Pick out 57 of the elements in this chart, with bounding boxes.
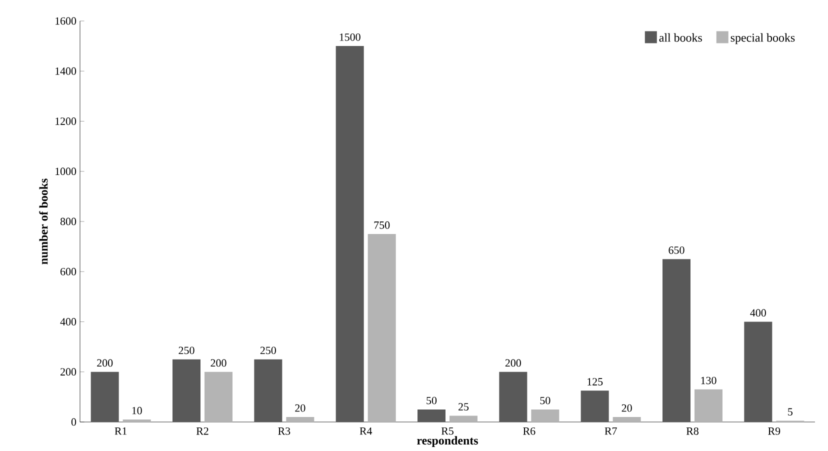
y-tick-label: 1200 [56,118,76,125]
data-label: 200 [210,359,226,367]
data-label: 400 [750,309,766,317]
data-label: 20 [622,404,632,412]
x-axis-title: respondents [417,436,478,448]
y-tick-label: 800 [60,218,76,226]
bar [694,389,722,422]
x-tick-label: R3 [278,427,290,435]
x-tick-label: R6 [523,427,536,435]
x-tick-label: R2 [196,427,208,435]
data-label: 200 [97,359,113,367]
data-label: 5 [788,408,792,416]
bar [90,372,119,422]
bar [662,259,690,422]
x-tick-label: R1 [114,427,127,435]
bar [499,372,528,422]
y-tick-label: 1400 [56,67,76,75]
bar [450,416,478,422]
data-label: 25 [458,403,469,411]
bar [254,359,282,422]
y-tick-label: 1600 [56,17,76,25]
bar [531,409,560,422]
data-label: 20 [295,404,306,412]
y-tick-label: 400 [60,318,76,326]
bar [368,234,396,422]
data-label: 130 [701,376,716,384]
y-axis-title: number of books [39,178,48,264]
x-tick-label: R9 [768,427,780,435]
y-tick-label: 0 [71,418,76,426]
bar [122,419,151,422]
y-tick-label: 600 [60,268,76,276]
data-label: 50 [540,396,550,404]
x-tick-label: R5 [441,427,454,435]
data-label: 250 [178,346,194,354]
bar [336,46,364,422]
data-label: 650 [668,246,684,254]
bar [286,416,314,422]
y-tick-label: 200 [60,368,76,376]
x-tick-label: R8 [686,427,698,435]
bar [744,322,772,422]
data-label: 10 [132,406,142,414]
data-label: 125 [588,378,603,386]
x-tick-label: R7 [604,427,617,435]
data-label: 250 [260,346,276,354]
bar [418,409,446,422]
x-tick-label: R4 [360,427,372,435]
legend-label: all books [659,33,702,42]
bar [612,416,641,422]
data-label: 750 [374,221,390,229]
data-label: 200 [505,359,521,367]
data-label: 50 [426,396,437,404]
bar [580,390,609,422]
legend-label: special books [730,33,795,44]
y-tick-label: 1000 [56,168,76,176]
bar [172,359,201,422]
bar [204,372,233,422]
data-label: 1500 [340,33,360,41]
